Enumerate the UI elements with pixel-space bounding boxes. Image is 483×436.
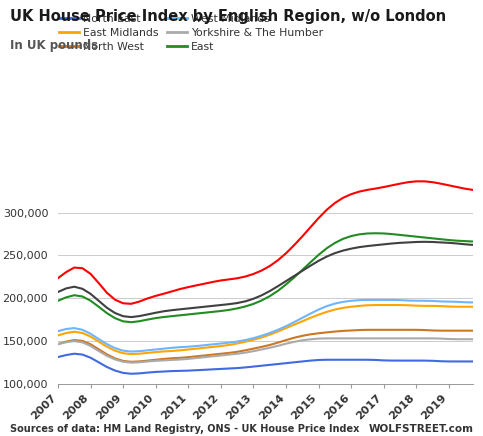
Text: In UK pounds: In UK pounds <box>10 39 98 52</box>
Text: UK House Price Index by English Region, w/o London: UK House Price Index by English Region, … <box>10 9 446 24</box>
Legend: North East, East Midlands, North West, West Midlands, Yorkshire & The Humber, Ea: North East, East Midlands, North West, W… <box>59 14 323 52</box>
Text: Sources of data: HM Land Registry, ONS - UK House Price Index: Sources of data: HM Land Registry, ONS -… <box>10 424 359 434</box>
Text: WOLFSTREET.com: WOLFSTREET.com <box>369 424 473 434</box>
